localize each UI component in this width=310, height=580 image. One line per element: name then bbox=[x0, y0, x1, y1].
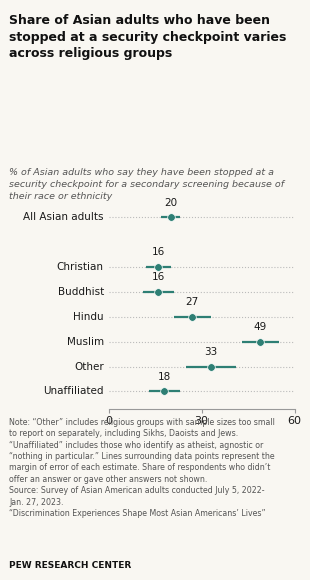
Text: 16: 16 bbox=[152, 248, 165, 258]
Text: Muslim: Muslim bbox=[67, 336, 104, 347]
Text: 18: 18 bbox=[158, 372, 171, 382]
Text: 33: 33 bbox=[204, 347, 217, 357]
Text: Unaffiliated: Unaffiliated bbox=[43, 386, 104, 397]
Text: Other: Other bbox=[74, 361, 104, 372]
Text: Christian: Christian bbox=[57, 262, 104, 272]
Text: % of Asian adults who say they have been stopped at a
security checkpoint for a : % of Asian adults who say they have been… bbox=[9, 168, 285, 201]
Text: 20: 20 bbox=[164, 198, 177, 208]
Text: Share of Asian adults who have been
stopped at a security checkpoint varies
acro: Share of Asian adults who have been stop… bbox=[9, 14, 287, 60]
Text: 27: 27 bbox=[186, 298, 199, 307]
Text: 49: 49 bbox=[254, 322, 267, 332]
Text: Hindu: Hindu bbox=[73, 312, 104, 322]
Text: Note: “Other” includes religious groups with sample sizes too small
to report on: Note: “Other” includes religious groups … bbox=[9, 418, 275, 518]
Text: Buddhist: Buddhist bbox=[58, 287, 104, 297]
Text: PEW RESEARCH CENTER: PEW RESEARCH CENTER bbox=[9, 560, 131, 570]
Text: 16: 16 bbox=[152, 273, 165, 282]
Text: All Asian adults: All Asian adults bbox=[23, 212, 104, 222]
